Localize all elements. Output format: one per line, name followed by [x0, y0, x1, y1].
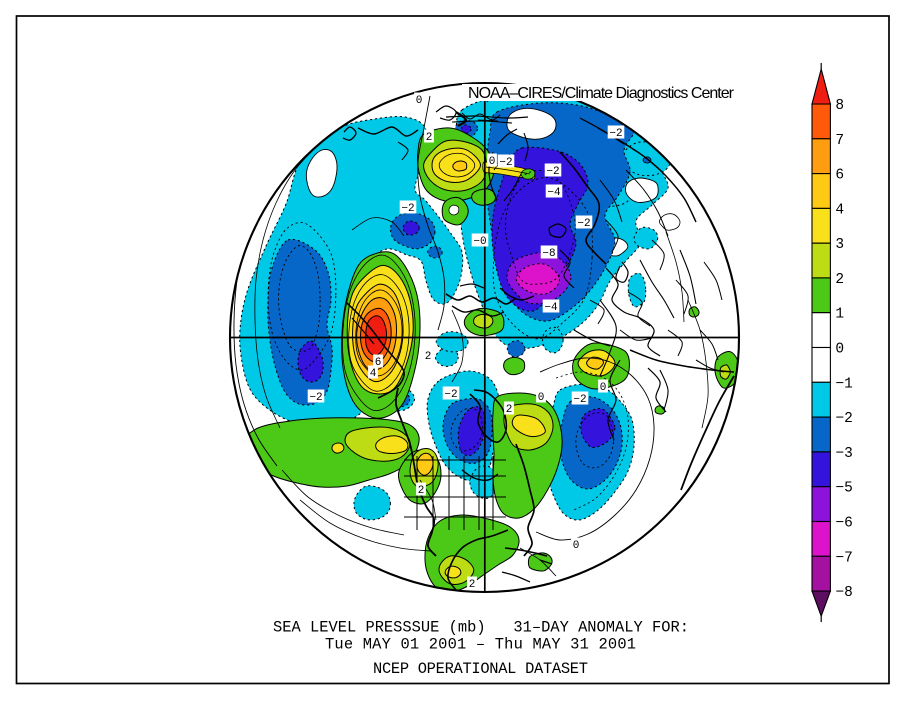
svg-text:−2: −2 — [835, 411, 852, 427]
svg-text:7: 7 — [835, 133, 844, 149]
svg-text:2: 2 — [835, 272, 844, 288]
svg-text:0: 0 — [416, 95, 423, 107]
svg-text:6: 6 — [375, 357, 382, 369]
svg-text:−2: −2 — [309, 392, 322, 404]
svg-text:2: 2 — [506, 404, 513, 416]
svg-text:1: 1 — [835, 307, 844, 323]
svg-text:−5: −5 — [835, 481, 852, 497]
svg-text:8: 8 — [835, 98, 844, 114]
svg-text:NOAA–CIRES/Climate Diagnostics: NOAA–CIRES/Climate Diagnostics Center — [468, 85, 735, 102]
svg-text:−4: −4 — [547, 187, 561, 199]
svg-text:−2: −2 — [546, 166, 559, 178]
svg-text:6: 6 — [835, 168, 844, 184]
svg-text:0: 0 — [600, 382, 607, 394]
svg-text:−8: −8 — [835, 585, 852, 601]
svg-text:SEA LEVEL PRESSSUE (mb) 31–D: SEA LEVEL PRESSSUE (mb) 31–DAY ANOMALY F… — [273, 619, 689, 637]
svg-text:−2: −2 — [401, 203, 414, 215]
svg-text:NCEP OPERATIONAL DATASET: NCEP OPERATIONAL DATASET — [373, 660, 588, 678]
svg-text:−2: −2 — [609, 128, 622, 140]
svg-text:4: 4 — [370, 368, 377, 380]
svg-text:−8: −8 — [542, 248, 555, 260]
svg-text:0: 0 — [573, 540, 580, 552]
svg-text:−3: −3 — [835, 446, 852, 462]
svg-text:−2: −2 — [573, 394, 586, 406]
svg-text:−2: −2 — [577, 218, 590, 230]
svg-text:−2: −2 — [444, 389, 457, 401]
svg-text:−4: −4 — [544, 302, 558, 314]
svg-text:3: 3 — [835, 237, 844, 253]
svg-text:−2: −2 — [499, 157, 512, 169]
svg-text:−0: −0 — [473, 236, 486, 248]
svg-text:Tue MAY 01 2001 – Thu MAY 31 2: Tue MAY 01 2001 – Thu MAY 31 2001 — [325, 636, 636, 654]
svg-text:2: 2 — [418, 485, 425, 497]
svg-text:0: 0 — [538, 392, 545, 404]
svg-text:2: 2 — [426, 132, 433, 144]
svg-text:4: 4 — [835, 202, 844, 218]
svg-text:0: 0 — [835, 342, 844, 358]
svg-text:−1: −1 — [835, 376, 852, 392]
svg-text:−7: −7 — [835, 550, 852, 566]
svg-text:2: 2 — [469, 579, 476, 591]
svg-text:−6: −6 — [835, 516, 852, 532]
svg-text:2: 2 — [425, 351, 432, 363]
svg-text:0: 0 — [489, 156, 496, 168]
